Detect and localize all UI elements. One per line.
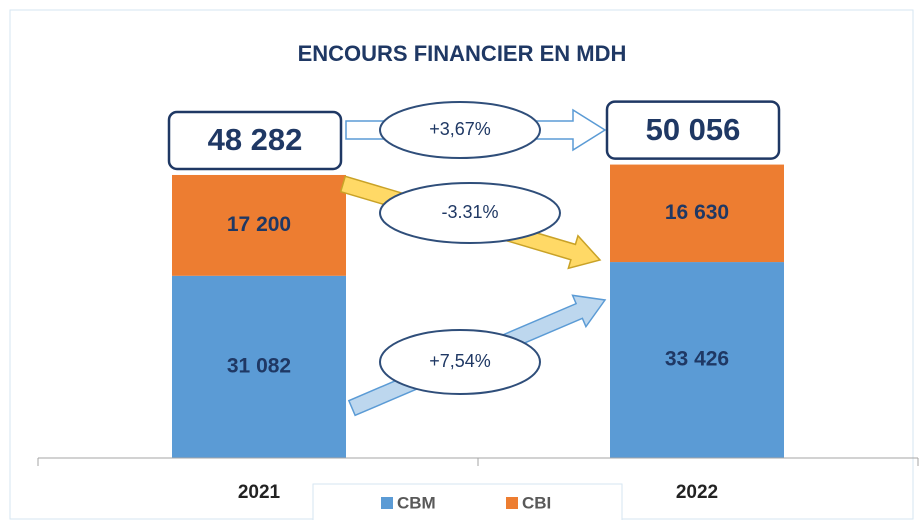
data-label: 33 426: [665, 348, 729, 371]
total-box: [167, 110, 343, 171]
bar: [610, 262, 784, 458]
legend-label: CBM: [397, 493, 436, 512]
data-label: 17 200: [227, 213, 291, 236]
annotation: +3,67%: [429, 119, 491, 139]
bar: [610, 164, 784, 263]
annotation-bubble: [379, 329, 541, 395]
chart-title: ENCOURS FINANCIER EN MDH: [298, 41, 627, 66]
bar: [172, 275, 346, 458]
legend-box: [312, 483, 623, 520]
total-label: 48 282: [208, 122, 303, 157]
total-box: [605, 100, 781, 160]
legend-label: CBI: [522, 493, 551, 512]
total-label: 50 056: [646, 112, 741, 147]
annotation-bubble: [379, 182, 561, 244]
x-tick-label: 2021: [238, 482, 281, 503]
annotation: -3.31%: [441, 202, 498, 222]
bar: [172, 174, 346, 276]
legend-swatch: [381, 497, 393, 509]
data-label: 16 630: [665, 201, 729, 224]
legend-swatch: [506, 497, 518, 509]
x-tick-label: 2022: [676, 482, 718, 503]
annotation-bubble: [379, 101, 541, 159]
annotation: +7,54%: [429, 351, 491, 371]
data-label: 31 082: [227, 354, 291, 377]
